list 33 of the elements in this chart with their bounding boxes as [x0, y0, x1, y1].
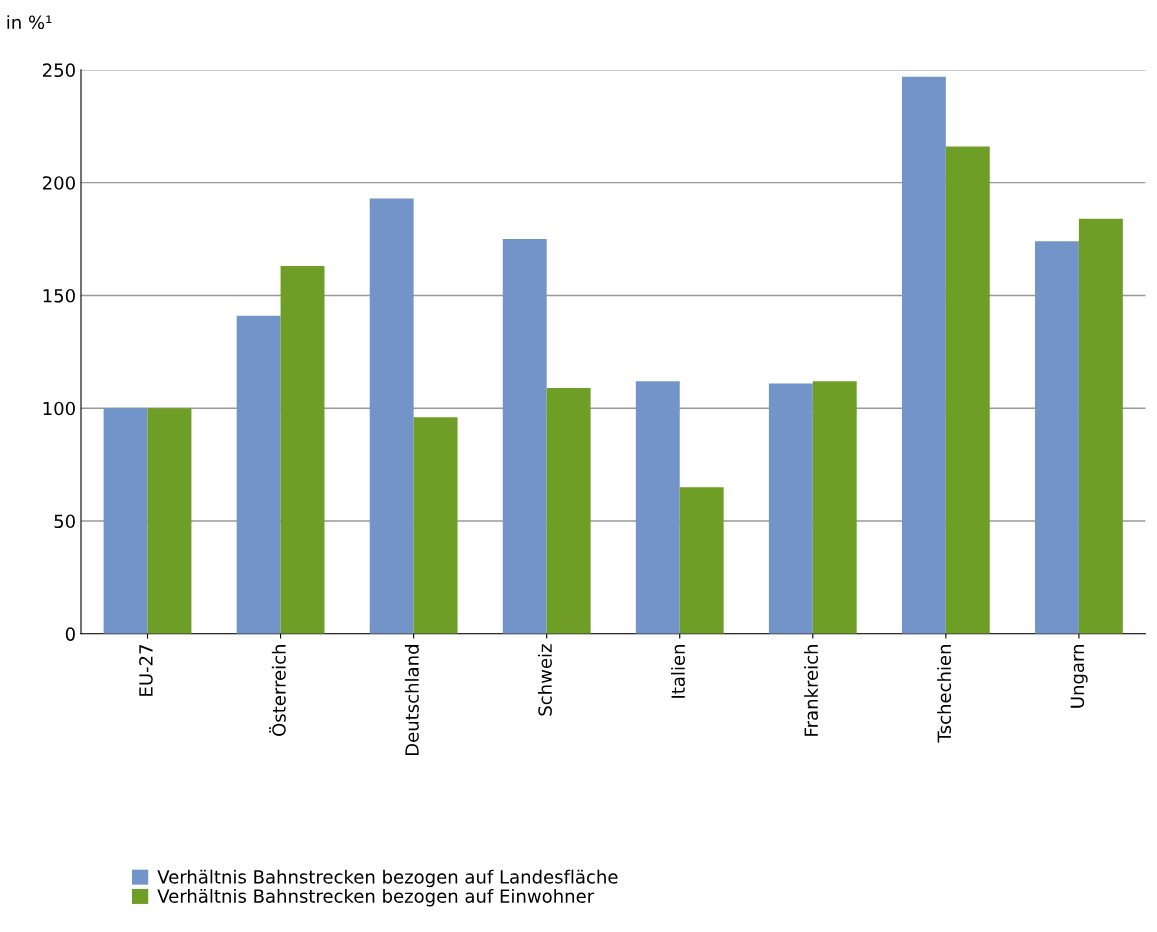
bar — [546, 387, 591, 634]
bar — [103, 408, 148, 634]
bar — [1034, 241, 1079, 634]
legend-label: Verhältnis Bahnstrecken bezogen auf Landesfläche — [157, 869, 618, 888]
x-tick-label: EU-27 — [139, 645, 153, 696]
bar — [413, 417, 458, 634]
y-tick-label: 200 — [42, 176, 75, 190]
y-tick-label: 250 — [42, 63, 75, 78]
y-tick-label: 100 — [43, 401, 75, 416]
bar — [1078, 218, 1123, 634]
y-tick-label: 50 — [54, 514, 75, 529]
y-tick-label: 0 — [65, 627, 75, 641]
x-tick-label: Italien — [671, 645, 685, 698]
x-tick-label: Schweiz — [537, 644, 552, 716]
bar — [147, 408, 192, 634]
y-tick-label: 150 — [43, 288, 75, 303]
legend-label: Verhältnis Bahnstrecken bezogen auf Einwohner — [157, 888, 595, 907]
bar — [369, 198, 414, 634]
x-tick-label: Frankreich — [804, 645, 819, 736]
bar — [768, 383, 813, 634]
x-tick-label: Deutschland — [404, 645, 419, 756]
x-tick-label: Ungarn — [1070, 645, 1088, 708]
bar — [945, 146, 990, 634]
y-axis-title: in %¹ — [7, 15, 52, 30]
bar — [502, 239, 547, 634]
bar — [812, 381, 857, 634]
bar — [679, 487, 724, 634]
bar — [901, 76, 946, 634]
x-tick-label: Tschechien — [937, 645, 952, 743]
bar — [236, 315, 281, 634]
bar — [280, 266, 325, 634]
bar — [635, 381, 680, 634]
x-tick-label: Österreich — [269, 645, 286, 736]
